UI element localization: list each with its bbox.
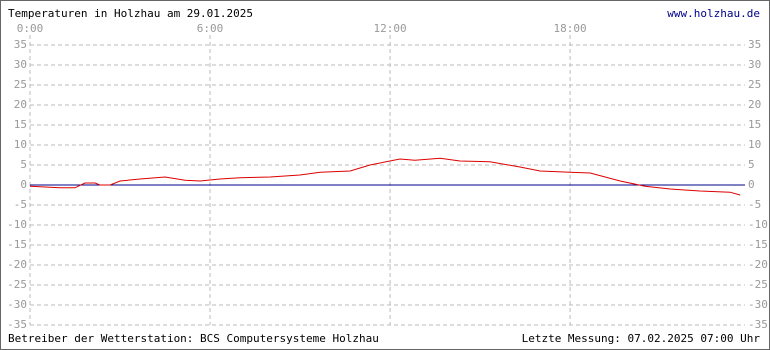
- y-tick-label-right: -5: [748, 198, 761, 211]
- y-tick-label-right: -35: [748, 318, 768, 331]
- last-measurement: Letzte Messung: 07.02.2025 07:00 Uhr: [522, 332, 761, 345]
- y-tick-label: 10: [14, 138, 27, 151]
- y-tick-label: -15: [7, 238, 27, 251]
- y-tick-label: 0: [20, 178, 27, 191]
- y-tick-label-right: 20: [748, 98, 761, 111]
- y-tick-label-right: 15: [748, 118, 761, 131]
- y-tick-label: -20: [7, 258, 27, 271]
- y-tick-label: -5: [14, 198, 27, 211]
- y-tick-label-right: -15: [748, 238, 768, 251]
- y-tick-label-right: -20: [748, 258, 768, 271]
- x-tick-label: 6:00: [197, 22, 224, 35]
- temperature-line: [29, 157, 741, 196]
- x-tick-label: 0:00: [17, 22, 44, 35]
- y-tick-label-right: 10: [748, 138, 761, 151]
- y-tick-label: -35: [7, 318, 27, 331]
- y-tick-label-right: -10: [748, 218, 768, 231]
- y-tick-label: 5: [20, 158, 27, 171]
- operator-note: Betreiber der Wetterstation: BCS Compute…: [8, 332, 379, 345]
- y-tick-label: 20: [14, 98, 27, 111]
- y-tick-label: 15: [14, 118, 27, 131]
- y-tick-label-right: 0: [748, 178, 755, 191]
- x-tick-label: 12:00: [373, 22, 406, 35]
- x-tick-label: 18:00: [554, 22, 587, 35]
- y-tick-label-right: -25: [748, 278, 768, 291]
- y-tick-label: -10: [7, 218, 27, 231]
- y-tick-label-right: 25: [748, 78, 761, 91]
- y-tick-label-right: 30: [748, 58, 761, 71]
- y-tick-label-right: 35: [748, 38, 761, 51]
- y-tick-label-right: 5: [748, 158, 755, 171]
- y-tick-label: 35: [14, 38, 27, 51]
- chart-title: Temperaturen in Holzhau am 29.01.2025: [8, 7, 253, 20]
- y-tick-label: 25: [14, 78, 27, 91]
- y-tick-label: -25: [7, 278, 27, 291]
- y-tick-label: -30: [7, 298, 27, 311]
- y-tick-label: 30: [14, 58, 27, 71]
- website-link[interactable]: www.holzhau.de: [667, 7, 760, 20]
- y-tick-label-right: -30: [748, 298, 768, 311]
